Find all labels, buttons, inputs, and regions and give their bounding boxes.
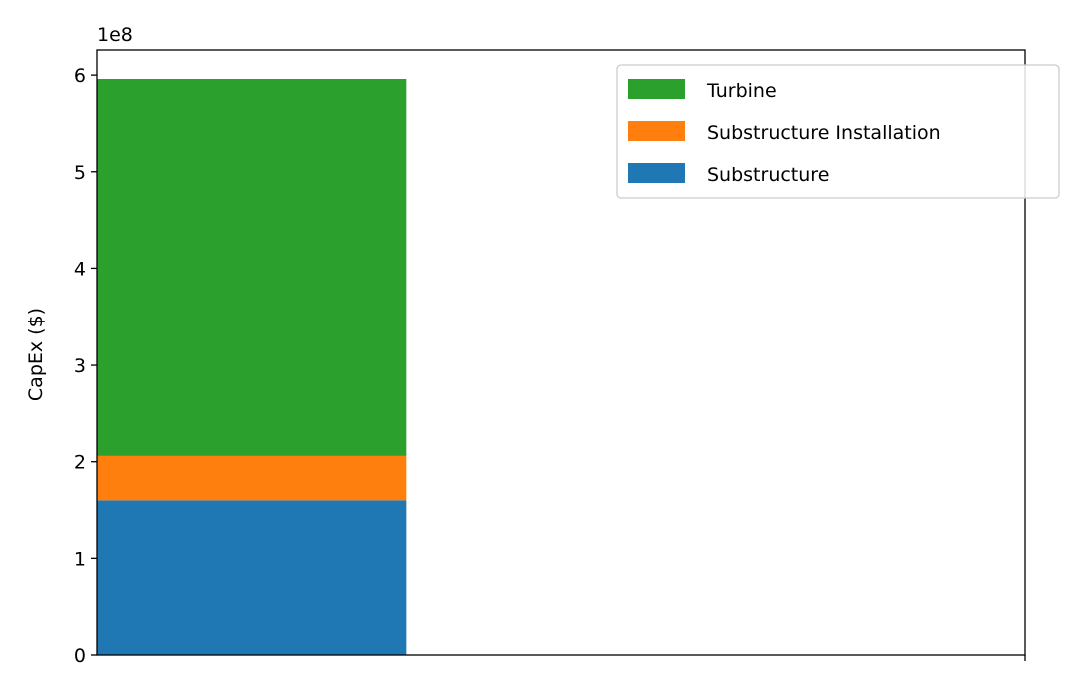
legend-swatch bbox=[628, 121, 685, 141]
axes-frame bbox=[96, 49, 1026, 656]
y-tick-label: 3 bbox=[74, 355, 86, 377]
y-tick-label: 0 bbox=[74, 645, 86, 667]
legend: Turbine Substructure Installation Substruc… bbox=[616, 64, 1060, 199]
legend-swatch bbox=[628, 79, 685, 99]
y-tick-label: 6 bbox=[74, 65, 86, 87]
legend-label: Substructure Installation bbox=[707, 122, 941, 144]
y-axis-label: CapEx ($) bbox=[25, 308, 47, 401]
y-tick-label: 1 bbox=[74, 548, 86, 570]
y-offset-label: 1e8 bbox=[97, 24, 133, 46]
y-tick-label: 5 bbox=[74, 162, 86, 184]
bars-layer bbox=[97, 78, 407, 655]
y-tick-label: 4 bbox=[74, 258, 86, 280]
bar-segment-substructure-installation bbox=[97, 455, 407, 501]
legend-label: Turbine bbox=[706, 80, 777, 102]
legend-swatch bbox=[628, 163, 685, 183]
y-tick-label: 2 bbox=[74, 452, 86, 474]
legend-label: Substructure bbox=[707, 164, 829, 186]
bar-segment-substructure bbox=[97, 500, 407, 655]
bar-segment-turbine bbox=[97, 78, 407, 456]
legend-frame bbox=[616, 64, 1060, 199]
y-ticks-layer: 0 1 2 3 4 5 6 bbox=[74, 65, 97, 667]
